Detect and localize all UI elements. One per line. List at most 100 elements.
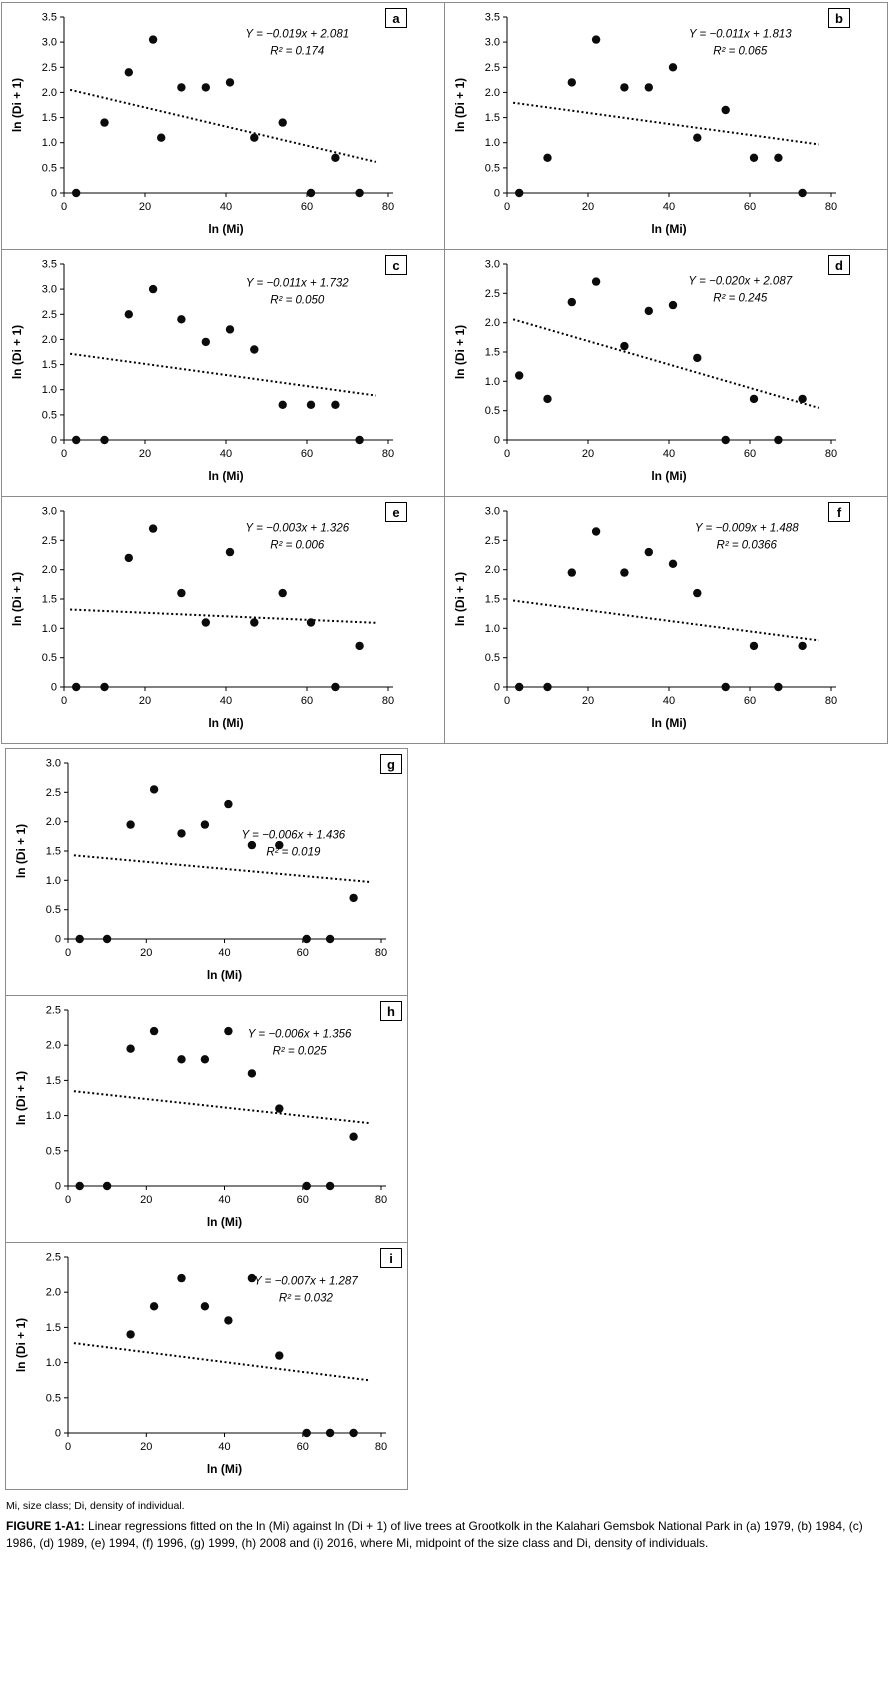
plot-area-f: 0 0.5 1.0 1.5 2.0 2.5 3.0 0 20 40 60 80 ln (Mi) ln (D… [445, 497, 887, 748]
y-tick-label: 2.5 [46, 1252, 61, 1264]
x-tick-label: 60 [301, 201, 313, 213]
data-point [247, 1273, 257, 1283]
x-axis-title: ln (Mi) [207, 968, 242, 982]
y-tick-label: 1.0 [485, 623, 500, 635]
y-tick-label: 3.0 [485, 37, 500, 49]
x-tick-label: 20 [139, 201, 151, 213]
data-point [72, 188, 81, 198]
trend-line [73, 854, 370, 883]
panel-letter-i: i [380, 1248, 402, 1268]
data-point [798, 394, 807, 404]
y-axis-title: ln (Di + 1) [453, 78, 467, 132]
data-point [278, 588, 287, 598]
data-point [325, 1428, 335, 1438]
x-tick-label: 0 [61, 695, 67, 707]
x-tick-label: 80 [825, 201, 837, 213]
data-point [278, 118, 287, 127]
y-tick-label: 0.5 [46, 1145, 61, 1157]
x-tick-label: 20 [582, 695, 594, 707]
y-tick-label: 2.5 [485, 62, 500, 74]
data-point [148, 35, 158, 44]
y-tick-label: 2.5 [485, 288, 500, 300]
y-tick-label: 2.0 [42, 87, 57, 99]
x-tick-label: 60 [301, 448, 313, 460]
data-point [644, 83, 653, 92]
r2-line: R² = 0.050 [270, 294, 325, 307]
data-point [567, 568, 576, 577]
plot-area-h: 0 0.5 1.0 1.5 2.0 2.5 0 20 40 60 80 ln (Mi) ln (Di +… [6, 996, 407, 1247]
data-point [148, 284, 158, 294]
x-tick-label: 40 [663, 201, 675, 213]
data-point [349, 893, 358, 903]
y-tick-label: 2.5 [42, 535, 57, 547]
panel-h: 0 0.5 1.0 1.5 2.0 2.5 0 20 40 60 80 ln (Mi) ln (Di +… [5, 995, 408, 1243]
regression-equation-h: Y = −0.006x + 1.356 R² = 0.025 [248, 1027, 352, 1060]
plot-b: 0 0.5 1.0 1.5 2.0 2.5 3.0 3.5 0 20 40 60 80 ln (Mi) ln… [453, 12, 837, 237]
data-point [224, 1316, 233, 1325]
panel-letter-e: e [385, 502, 407, 522]
y-axis-title: ln (Di + 1) [14, 1318, 28, 1372]
y-tick-label: 1.5 [485, 347, 500, 359]
data-point [774, 153, 783, 162]
data-point [355, 641, 364, 651]
panel-grid-top: 0 0.5 1.0 1.5 2.0 2.5 3.0 3.5 0 20 40 60 80 ln (Mi) ln… [1, 2, 888, 744]
data-point [331, 153, 340, 162]
data-point [100, 435, 109, 445]
data-point [200, 1055, 210, 1064]
x-tick-label: 80 [825, 448, 837, 460]
data-point [668, 559, 678, 568]
y-axis-title: ln (Di + 1) [453, 325, 467, 379]
trend-line [73, 1090, 370, 1125]
plot-area-i: 0 0.5 1.0 1.5 2.0 2.5 0 20 40 60 80 ln (Mi) ln (Di +… [6, 1243, 407, 1494]
figure-caption-text: Linear regressions fitted on the ln (Mi)… [6, 1519, 863, 1550]
data-point [157, 133, 166, 142]
regression-equation-e: Y = −0.003x + 1.326 R² = 0.006 [245, 521, 349, 554]
data-point [201, 83, 210, 92]
equation-line: Y = −0.006x + 1.436 [241, 829, 346, 842]
y-tick-label: 3.0 [485, 506, 500, 518]
x-tick-label: 80 [375, 1441, 387, 1453]
regression-equation-d: Y = −0.020x + 2.087 R² = 0.245 [688, 274, 792, 307]
panel-b: 0 0.5 1.0 1.5 2.0 2.5 3.0 3.5 0 20 40 60 80 ln (Mi) ln… [445, 3, 888, 250]
x-tick-label: 0 [61, 448, 67, 460]
data-point [247, 840, 257, 850]
data-point [250, 345, 259, 354]
equation-line: Y = −0.020x + 2.087 [688, 275, 793, 288]
panel-c: 0 0.5 1.0 1.5 2.0 2.5 3.0 3.5 0 20 40 60 80 ln (Mi) ln… [2, 250, 445, 497]
panel-f: 0 0.5 1.0 1.5 2.0 2.5 3.0 0 20 40 60 80 ln (Mi) ln (D… [445, 497, 888, 744]
x-tick-label: 40 [220, 448, 232, 460]
data-point [325, 934, 335, 944]
x-tick-label: 60 [297, 1441, 309, 1453]
y-tick-label: 0.5 [42, 409, 57, 421]
data-point [275, 840, 284, 850]
y-tick-label: 0.5 [42, 162, 57, 174]
x-tick-label: 0 [65, 1194, 71, 1206]
x-tick-label: 20 [140, 1441, 152, 1453]
y-tick-label: 0 [51, 188, 57, 200]
x-tick-label: 20 [139, 695, 151, 707]
y-tick-label: 1.0 [485, 376, 500, 388]
data-point [126, 1044, 135, 1053]
data-point [177, 1273, 186, 1283]
data-point [100, 682, 109, 692]
data-point [325, 1181, 335, 1191]
x-tick-label: 0 [504, 695, 510, 707]
data-point [668, 300, 678, 310]
data-point [177, 1055, 186, 1064]
y-tick-label: 0 [494, 682, 500, 694]
y-tick-label: 3.5 [42, 12, 57, 24]
x-tick-label: 80 [382, 695, 394, 707]
x-tick-label: 40 [218, 947, 230, 959]
data-point [225, 78, 235, 87]
data-point [200, 1302, 210, 1311]
x-tick-label: 20 [140, 1194, 152, 1206]
y-tick-label: 0.5 [485, 162, 500, 174]
x-tick-label: 80 [375, 1194, 387, 1206]
data-point [124, 68, 133, 77]
y-tick-label: 0.5 [46, 1392, 61, 1404]
r2-line: R² = 0.025 [272, 1045, 327, 1058]
data-point [149, 785, 159, 794]
r2-line: R² = 0.0366 [716, 539, 777, 552]
y-axis-title: ln (Di + 1) [453, 572, 467, 626]
trend-line [70, 608, 376, 624]
